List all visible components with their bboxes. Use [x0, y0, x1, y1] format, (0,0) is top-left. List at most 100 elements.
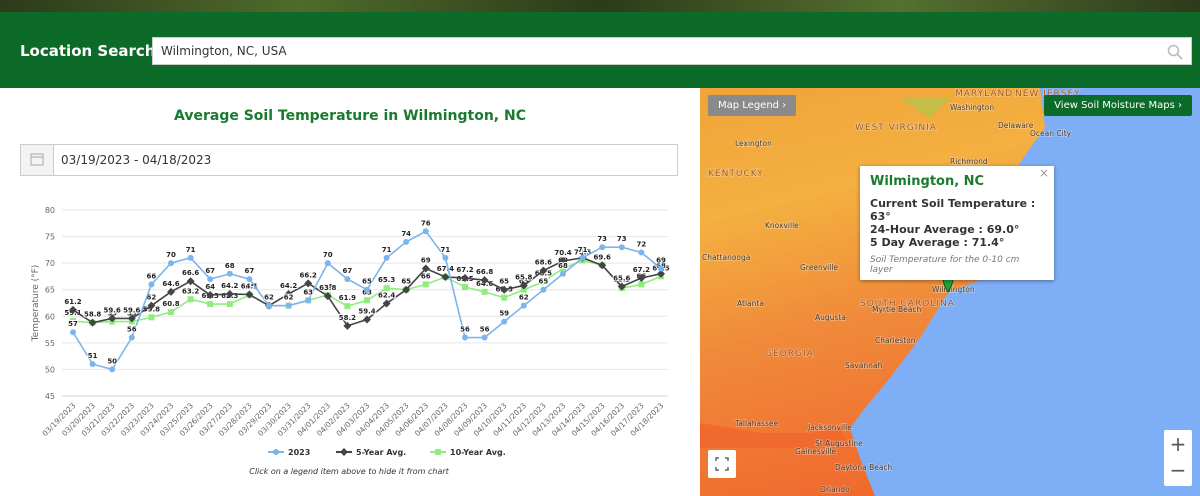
y-tick-label: 70	[45, 259, 55, 268]
point	[638, 281, 645, 288]
data-label: 62	[284, 294, 294, 302]
point	[480, 276, 489, 285]
popup-close[interactable]: ×	[1038, 166, 1049, 180]
popup-5day: 5 Day Average : 71.4°	[870, 236, 1005, 249]
data-label: 66	[147, 272, 157, 280]
point	[560, 265, 566, 272]
data-label: 66.6	[182, 269, 199, 277]
point	[148, 281, 155, 288]
data-label: 64	[205, 283, 215, 291]
point	[70, 329, 76, 336]
y-axis-label: Temperature (°F)	[31, 265, 41, 343]
map-label: Orlando	[820, 485, 850, 494]
point	[363, 315, 371, 324]
point	[89, 361, 96, 368]
point	[364, 297, 370, 304]
point	[559, 257, 567, 266]
search-icon[interactable]	[1167, 44, 1183, 60]
map-label: Washington	[950, 103, 994, 112]
point	[186, 277, 195, 286]
data-label: 63	[303, 288, 313, 296]
map-label: Wilmington	[932, 285, 975, 294]
map-legend-button[interactable]: Map Legend ›	[708, 95, 797, 116]
point	[187, 296, 194, 303]
legend-label: 10-Year Avg.	[450, 448, 506, 457]
point	[422, 228, 429, 235]
point	[540, 278, 547, 285]
data-label: 56	[127, 326, 137, 334]
map-label: St Augustine	[815, 439, 863, 448]
point	[520, 286, 527, 293]
point	[207, 301, 214, 308]
legend-item[interactable]: 10-Year Avg.	[430, 448, 506, 457]
legend-label: 5-Year Avg.	[356, 448, 406, 457]
point	[599, 244, 606, 251]
point	[88, 318, 97, 327]
data-label: 60.8	[162, 300, 179, 308]
fullscreen-button[interactable]	[708, 450, 736, 478]
data-label: 65	[539, 278, 549, 286]
point	[519, 281, 528, 290]
point	[284, 289, 293, 298]
data-label: 71	[578, 246, 588, 254]
legend-item[interactable]: 5-Year Avg.	[336, 448, 406, 457]
data-label: 63.2	[182, 287, 199, 295]
data-label: 58.8	[84, 311, 101, 319]
zoom-in[interactable]: +	[1169, 432, 1187, 456]
data-label: 71	[441, 246, 451, 254]
map-label: Savannah	[845, 361, 882, 370]
zoom-out[interactable]: −	[1169, 458, 1187, 482]
data-label: 58.2	[339, 314, 356, 322]
point	[383, 254, 390, 261]
point	[109, 366, 116, 373]
data-label: 65.6	[613, 275, 630, 283]
data-label: 69.6	[594, 253, 611, 261]
data-label: 69	[656, 256, 666, 264]
data-label: 63	[303, 288, 313, 296]
point	[539, 266, 548, 275]
data-label: 72	[637, 241, 647, 249]
data-label: 68	[558, 262, 568, 270]
point	[70, 318, 76, 325]
point	[226, 270, 233, 277]
map-label: WEST VIRGINIA	[855, 123, 937, 133]
data-label: 51	[88, 352, 98, 360]
data-label: 66.2	[300, 271, 317, 279]
data-label: 64.1	[241, 282, 258, 290]
date-picker[interactable]: 03/19/2023 - 04/18/2023	[20, 144, 678, 176]
soil-moisture-button[interactable]: View Soil Moisture Maps ›	[1044, 95, 1192, 116]
data-label: 57	[68, 320, 78, 328]
point	[364, 286, 370, 293]
data-label: 59.6	[104, 306, 121, 314]
point	[637, 274, 646, 283]
data-label: 70.4	[554, 249, 571, 257]
top-strip	[0, 0, 1200, 12]
map-label: Ocean City	[1030, 129, 1072, 138]
y-tick-label: 60	[45, 312, 55, 321]
data-label: 56	[480, 326, 490, 334]
data-label: 73	[617, 235, 627, 243]
data-label: 68.6	[535, 259, 552, 267]
data-label: 59	[127, 310, 137, 318]
data-label: 70	[166, 251, 176, 259]
point	[168, 260, 174, 267]
search-input[interactable]: Wilmington, NC, USA	[152, 37, 1192, 65]
point	[187, 254, 194, 261]
point	[266, 302, 272, 309]
point	[442, 254, 449, 261]
data-label: 68	[225, 262, 235, 270]
point	[245, 290, 254, 299]
map-canvas: MARYLAND NEW JERSEY Washington DelawareOcea…	[700, 88, 1200, 496]
data-label: 67.4	[437, 265, 454, 273]
data-label: 67	[205, 267, 215, 275]
data-label: 50	[107, 357, 117, 365]
point	[461, 274, 469, 283]
data-label: 74	[401, 230, 411, 238]
popup-note: Soil Temperature for the 0-10 cm layer	[870, 255, 1020, 275]
legend-marker	[435, 449, 441, 455]
map-label: Atlanta	[737, 299, 764, 308]
y-tick-label: 50	[45, 365, 55, 374]
map-label: Knoxville	[765, 221, 799, 230]
legend-item[interactable]: 2023	[268, 448, 310, 457]
point	[481, 288, 488, 295]
